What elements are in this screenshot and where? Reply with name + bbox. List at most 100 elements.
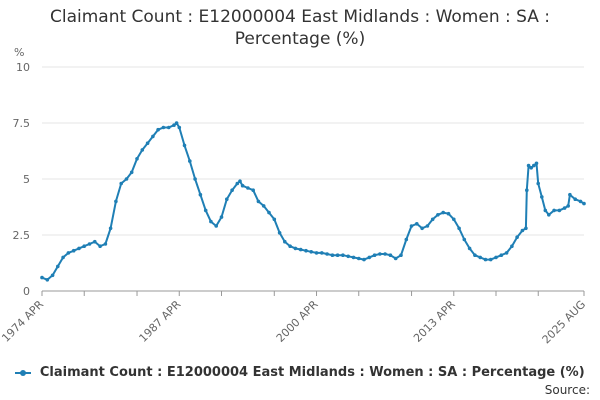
data-point: [77, 246, 81, 251]
data-point: [552, 208, 556, 213]
data-point: [510, 244, 514, 248]
data-point: [288, 244, 292, 248]
data-point: [351, 255, 356, 260]
data-point: [335, 253, 340, 257]
data-point: [267, 210, 271, 215]
data-point: [277, 231, 282, 235]
axes: [41, 291, 585, 296]
data-point: [557, 208, 562, 213]
data-point: [256, 199, 261, 204]
data-point: [209, 219, 213, 224]
y-tick-label: 2.5: [13, 229, 31, 242]
data-point: [188, 159, 192, 163]
x-tick-label: 2025 AUG: [540, 298, 589, 347]
gridlines: [42, 66, 584, 292]
data-point: [547, 213, 551, 217]
data-point: [383, 252, 387, 256]
data-point: [193, 177, 197, 181]
data-point: [467, 246, 472, 251]
data-point: [98, 244, 102, 248]
data-point: [50, 273, 55, 278]
data-point: [230, 188, 234, 192]
data-point: [119, 181, 123, 186]
data-point: [135, 157, 139, 161]
data-point: [272, 217, 277, 222]
data-point: [378, 252, 382, 256]
data-point: [320, 251, 324, 255]
data-point: [238, 179, 242, 183]
y-axis-unit-label: %: [14, 46, 24, 59]
data-point: [415, 222, 419, 226]
source-label: Source:: [544, 383, 590, 397]
data-point: [393, 256, 398, 261]
data-point: [66, 251, 71, 255]
data-point: [246, 186, 250, 190]
data-point: [573, 197, 577, 201]
data-point: [483, 257, 488, 262]
data-point: [45, 278, 50, 282]
data-point: [404, 237, 409, 242]
y-tick-labels: 0 2.5 5 7.5 10: [13, 61, 31, 298]
data-point: [372, 253, 377, 257]
chart-title-line1: Claimant Count : E12000004 East Midlands…: [49, 7, 551, 27]
x-tick-label: 2000 APR: [274, 298, 321, 345]
series-group: [40, 121, 586, 282]
data-point: [543, 208, 548, 213]
data-point: [61, 255, 65, 260]
data-point: [325, 252, 329, 256]
chart-title-line2: Percentage (%): [234, 29, 366, 49]
data-point: [82, 244, 86, 248]
data-point: [166, 125, 171, 130]
data-point: [566, 204, 570, 208]
data-point: [525, 188, 529, 192]
data-point: [367, 255, 372, 260]
data-point: [341, 253, 345, 257]
data-point: [140, 148, 145, 152]
data-point: [172, 123, 176, 127]
legend-label: Claimant Count : E12000004 East Midlands…: [39, 365, 585, 380]
data-point: [314, 251, 319, 255]
data-point: [261, 204, 266, 208]
data-point: [298, 247, 303, 252]
data-point: [578, 199, 583, 204]
data-point: [124, 177, 129, 181]
data-point: [388, 253, 393, 257]
y-tick-label: 5: [23, 173, 30, 186]
data-point: [330, 253, 335, 257]
legend[interactable]: Claimant Count : E12000004 East Midlands…: [0, 365, 600, 380]
data-point: [582, 201, 586, 206]
data-point: [457, 226, 461, 231]
data-point: [399, 253, 403, 257]
data-point: [409, 224, 414, 228]
data-point: [40, 275, 44, 280]
data-point: [293, 246, 298, 251]
data-point: [145, 141, 150, 145]
data-point: [214, 224, 218, 228]
data-point: [103, 242, 108, 246]
data-point: [441, 210, 446, 215]
data-point: [56, 264, 60, 269]
data-point: [129, 170, 134, 175]
data-point: [520, 228, 525, 233]
data-point: [494, 255, 498, 260]
data-point: [235, 181, 240, 186]
x-tick-labels: 1974 APR 1987 APR 2000 APR 2013 APR 2025 AUG: [0, 298, 588, 347]
data-point: [309, 250, 314, 254]
data-point: [524, 226, 528, 231]
data-point: [473, 253, 477, 257]
data-point: [462, 237, 467, 242]
data-point: [532, 163, 536, 168]
data-point: [568, 192, 572, 197]
data-point: [488, 257, 493, 262]
data-point: [362, 257, 366, 262]
data-point: [177, 125, 182, 130]
data-point: [357, 256, 361, 261]
data-point: [161, 125, 166, 130]
data-point: [283, 239, 287, 244]
data-point: [251, 188, 255, 192]
data-point: [562, 206, 567, 210]
y-tick-label: 0: [23, 285, 30, 298]
data-point: [203, 208, 208, 213]
data-point: [93, 239, 97, 244]
data-point: [504, 251, 509, 255]
